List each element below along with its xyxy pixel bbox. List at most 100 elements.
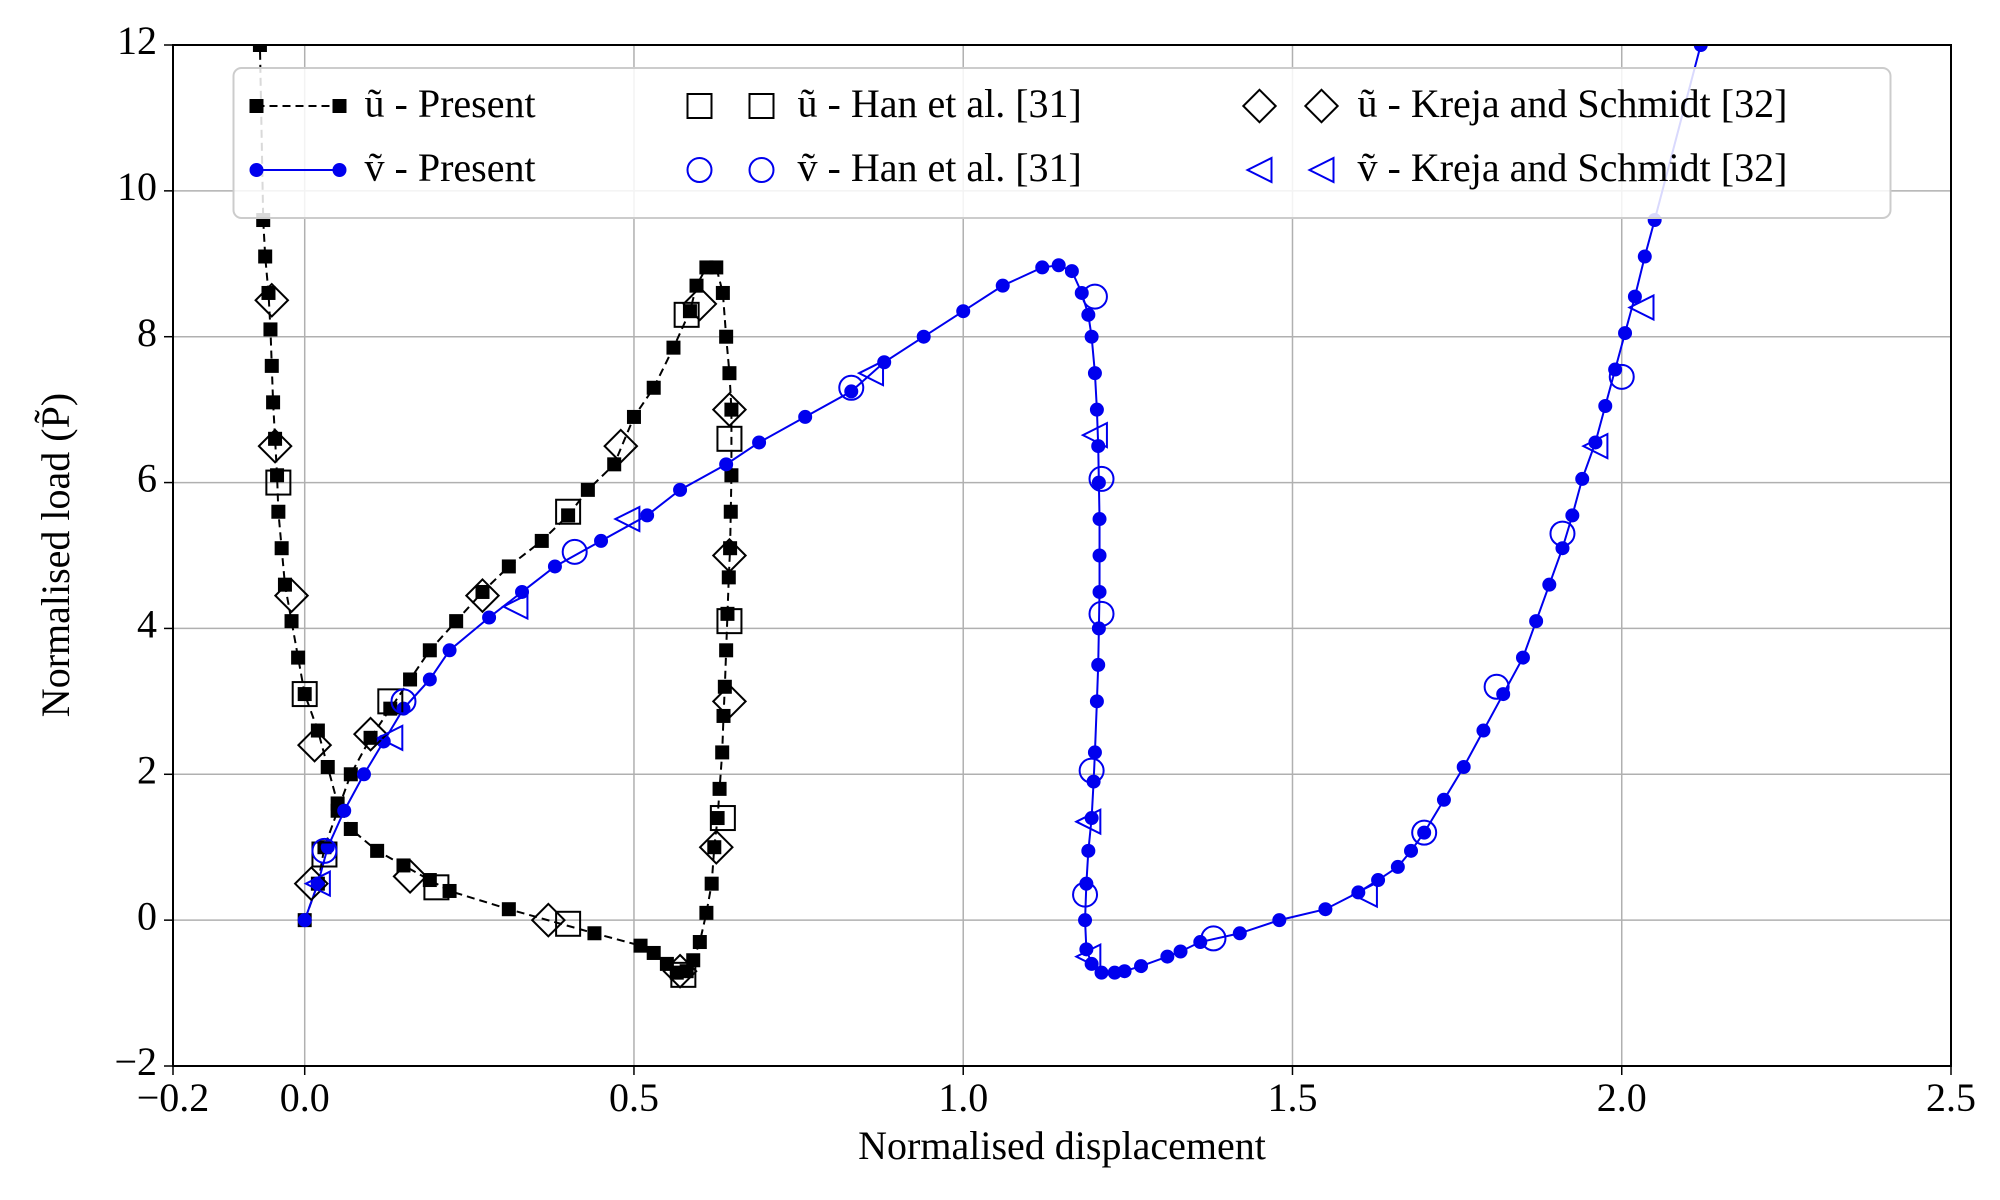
marker bbox=[561, 508, 576, 523]
x-tick-label: 2.0 bbox=[1597, 1075, 1647, 1120]
marker bbox=[423, 874, 450, 901]
marker bbox=[711, 683, 748, 719]
marker bbox=[343, 821, 358, 836]
marker bbox=[673, 301, 700, 328]
marker bbox=[1307, 156, 1335, 184]
marker bbox=[252, 45, 267, 52]
y-axis-label: Normalised load (P̃) bbox=[33, 393, 78, 717]
marker bbox=[1529, 614, 1544, 629]
marker bbox=[1608, 363, 1635, 390]
y-tick-label: 8 bbox=[137, 310, 157, 355]
marker bbox=[1515, 650, 1530, 665]
marker bbox=[1232, 926, 1247, 941]
marker bbox=[249, 163, 264, 177]
marker bbox=[715, 285, 730, 300]
marker bbox=[716, 608, 743, 635]
marker bbox=[1200, 925, 1227, 952]
marker bbox=[1087, 745, 1102, 760]
marker bbox=[1693, 45, 1708, 52]
legend-label: ũ - Han et al. [31] bbox=[798, 81, 1082, 126]
marker bbox=[1089, 402, 1104, 417]
marker bbox=[711, 392, 748, 428]
marker bbox=[699, 905, 714, 920]
y-tick-label: −2 bbox=[114, 1039, 157, 1084]
marker bbox=[1092, 512, 1107, 527]
marker bbox=[1064, 264, 1079, 279]
marker bbox=[1404, 843, 1419, 858]
marker bbox=[1411, 819, 1438, 846]
marker bbox=[257, 428, 293, 464]
marker bbox=[1173, 944, 1188, 959]
marker bbox=[1542, 577, 1557, 592]
marker bbox=[1092, 548, 1107, 563]
marker bbox=[271, 504, 286, 519]
legend-label: ṽ - Kreja and Schmidt [32] bbox=[1358, 145, 1788, 190]
marker bbox=[1072, 881, 1099, 908]
marker bbox=[534, 533, 549, 548]
marker bbox=[293, 866, 329, 902]
marker bbox=[1084, 329, 1099, 344]
marker bbox=[265, 469, 292, 496]
marker bbox=[1598, 398, 1613, 413]
marker bbox=[686, 93, 713, 119]
marker bbox=[273, 577, 310, 614]
marker bbox=[1088, 600, 1115, 627]
marker bbox=[580, 482, 595, 497]
marker bbox=[1618, 326, 1633, 341]
marker bbox=[607, 457, 622, 472]
marker bbox=[356, 767, 371, 782]
marker bbox=[1078, 913, 1093, 928]
marker bbox=[709, 805, 736, 832]
marker bbox=[646, 945, 661, 960]
marker bbox=[370, 843, 385, 858]
marker bbox=[555, 498, 582, 525]
marker bbox=[376, 724, 404, 752]
marker bbox=[877, 355, 892, 370]
marker bbox=[1134, 959, 1149, 974]
marker bbox=[1081, 843, 1096, 858]
marker bbox=[1245, 156, 1273, 184]
marker bbox=[264, 358, 279, 373]
marker bbox=[707, 840, 722, 855]
marker bbox=[268, 431, 283, 446]
marker bbox=[475, 584, 490, 599]
marker bbox=[916, 329, 931, 344]
marker bbox=[692, 935, 707, 950]
x-tick-label: −0.2 bbox=[137, 1075, 210, 1120]
marker bbox=[297, 913, 312, 928]
marker bbox=[1078, 757, 1105, 784]
marker bbox=[1035, 260, 1050, 275]
marker bbox=[1496, 687, 1511, 702]
marker bbox=[270, 468, 285, 483]
marker bbox=[343, 767, 358, 782]
marker bbox=[258, 249, 273, 264]
marker bbox=[719, 329, 734, 344]
marker bbox=[1091, 657, 1106, 672]
marker bbox=[337, 803, 352, 818]
marker bbox=[1094, 965, 1109, 980]
marker bbox=[442, 883, 457, 898]
marker bbox=[249, 99, 264, 113]
marker bbox=[291, 650, 306, 665]
marker bbox=[1549, 520, 1576, 547]
marker bbox=[501, 902, 516, 917]
marker bbox=[722, 366, 737, 381]
marker bbox=[838, 374, 865, 401]
marker bbox=[1160, 949, 1175, 964]
marker bbox=[297, 687, 312, 702]
marker bbox=[1627, 289, 1642, 304]
marker bbox=[396, 701, 411, 716]
plot-area bbox=[252, 45, 1708, 989]
marker bbox=[633, 938, 648, 953]
marker bbox=[698, 829, 734, 865]
marker bbox=[352, 716, 389, 752]
marker bbox=[530, 902, 566, 938]
marker bbox=[1456, 759, 1471, 774]
y-tick-label: 10 bbox=[117, 164, 157, 209]
marker bbox=[261, 285, 276, 300]
marker bbox=[1318, 902, 1333, 917]
marker bbox=[501, 592, 529, 621]
marker bbox=[1241, 88, 1278, 124]
marker bbox=[995, 278, 1010, 293]
